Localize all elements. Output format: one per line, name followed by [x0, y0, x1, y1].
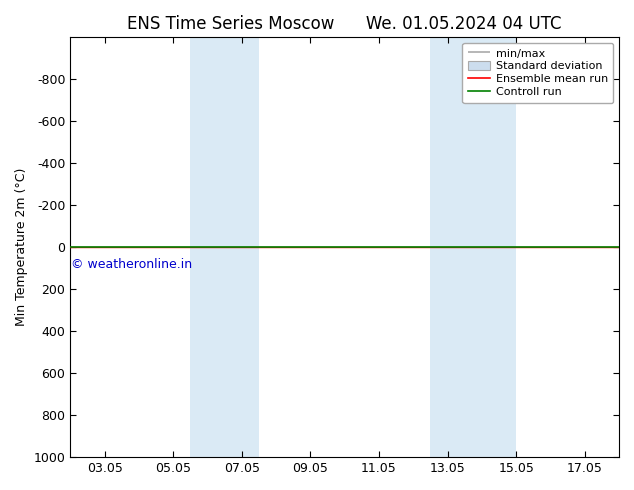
Legend: min/max, Standard deviation, Ensemble mean run, Controll run: min/max, Standard deviation, Ensemble me…	[462, 43, 614, 103]
Y-axis label: Min Temperature 2m (°C): Min Temperature 2m (°C)	[15, 168, 28, 326]
Title: ENS Time Series Moscow      We. 01.05.2024 04 UTC: ENS Time Series Moscow We. 01.05.2024 04…	[127, 15, 562, 33]
Bar	[190, 37, 259, 457]
Text: © weatheronline.in: © weatheronline.in	[71, 258, 192, 271]
Bar	[430, 37, 516, 457]
